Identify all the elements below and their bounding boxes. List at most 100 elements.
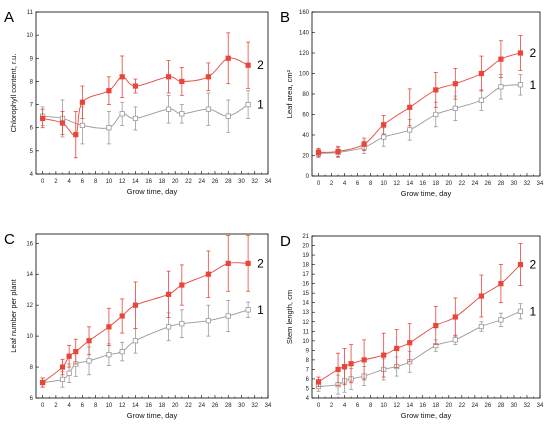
y-tick-label: 17	[302, 272, 309, 278]
x-tick-label: 4	[343, 403, 347, 409]
panel-letter: D	[280, 233, 291, 250]
data-point	[106, 324, 112, 330]
data-point	[478, 97, 484, 103]
series-1: 1	[315, 303, 536, 395]
series-1: 1	[40, 300, 264, 388]
x-tick-label: 6	[356, 181, 360, 187]
data-point	[433, 87, 439, 93]
y-tick-label: 5	[30, 149, 34, 155]
x-tick-label: 34	[537, 181, 544, 187]
y-tick-label: 12	[302, 320, 309, 326]
x-tick-label: 14	[132, 179, 139, 185]
x-tick-label: 32	[524, 403, 531, 409]
x-axis-title: Grow time, day	[401, 411, 452, 420]
data-point	[165, 291, 172, 297]
x-tick-label: 16	[145, 179, 152, 185]
y-tick-label: 20	[302, 244, 309, 250]
series-label: 1	[257, 303, 264, 317]
data-point	[245, 62, 251, 68]
data-point	[517, 50, 524, 56]
x-tick-label: 24	[472, 403, 479, 409]
data-point	[40, 379, 46, 386]
x-tick-label: 26	[485, 403, 492, 409]
x-tick-label: 32	[524, 181, 531, 187]
series-1: 1	[315, 74, 536, 158]
x-tick-label: 30	[511, 181, 518, 187]
x-tick-label: 16	[145, 403, 152, 409]
y-axis-title: Leaf number per plant	[9, 278, 18, 352]
x-tick-label: 14	[406, 181, 413, 187]
x-tick-label: 26	[212, 179, 219, 185]
y-tick-label: 6	[306, 377, 310, 383]
series-2: 2	[40, 32, 264, 159]
y-tick-label: 19	[302, 253, 309, 259]
y-tick-label: 20	[302, 154, 309, 160]
x-axis-title: Grow time, day	[401, 189, 452, 198]
x-tick-label: 20	[445, 181, 452, 187]
y-tick-label: 10	[302, 339, 309, 345]
data-point	[79, 99, 85, 105]
y-tick-label: 100	[299, 72, 310, 78]
y-axis-title: Stem length, cm	[285, 290, 294, 344]
y-tick-label: 14	[302, 301, 309, 307]
data-point	[341, 363, 348, 370]
data-point	[119, 74, 125, 80]
y-tick-label: 16	[26, 241, 33, 247]
chart-panel-a: 0 2 4 6 8 10 12 14 16 18 20 22 24 26 28 30 32 34456789101…	[4, 9, 272, 196]
x-tick-label: 4	[343, 181, 347, 187]
y-tick-label: 11	[303, 329, 310, 335]
data-point	[245, 260, 251, 266]
x-tick-label: 30	[238, 403, 245, 409]
data-point	[165, 324, 172, 330]
y-tick-label: 40	[302, 133, 309, 139]
y-tick-label: 0	[306, 174, 310, 180]
x-tick-label: 10	[106, 403, 113, 409]
data-point	[106, 88, 112, 94]
data-point	[381, 134, 387, 140]
data-point	[433, 111, 439, 118]
data-point	[407, 340, 413, 346]
chart-panel-d: 0 2 4 6 8 10 12 14 16 18 20 22 24 26 28 30 32 34456789101…	[280, 233, 544, 420]
data-point	[498, 281, 504, 287]
data-point	[335, 366, 341, 373]
data-point	[225, 313, 231, 319]
x-tick-label: 28	[225, 179, 232, 185]
data-point	[40, 115, 46, 122]
plot-frame	[35, 11, 269, 175]
series-2: 2	[315, 35, 536, 157]
chart-panel-b: 0 2 4 6 8 10 12 14 16 18 20 22 24 26 28 30 32 34020406080…	[280, 9, 544, 198]
x-tick-label: 22	[185, 179, 192, 185]
data-point	[381, 352, 387, 358]
x-tick-label: 22	[458, 403, 465, 409]
data-point	[205, 106, 211, 112]
panel-letter: A	[4, 9, 14, 26]
data-point	[132, 302, 139, 308]
data-point	[452, 314, 458, 320]
x-tick-label: 4	[67, 179, 71, 185]
chart-panel-c: 0 2 4 6 8 10 12 14 16 18 20 22 24 26 28 30 32 34681012141…	[4, 231, 272, 420]
y-axis-title: Chlorophyll content, r.u.	[9, 54, 18, 133]
data-point	[106, 125, 112, 131]
data-point	[361, 141, 367, 147]
x-tick-label: 18	[432, 403, 439, 409]
data-point	[361, 357, 367, 363]
data-point	[498, 56, 504, 62]
x-axis-title: Grow time, day	[127, 187, 178, 196]
x-tick-label: 30	[238, 179, 245, 185]
data-point	[179, 321, 185, 327]
y-tick-label: 140	[299, 31, 310, 37]
y-tick-label: 13	[302, 310, 309, 316]
x-tick-label: 16	[419, 403, 426, 409]
x-tick-label: 20	[172, 179, 179, 185]
data-point	[165, 106, 172, 112]
x-tick-label: 32	[251, 403, 258, 409]
data-point	[381, 122, 387, 128]
data-point	[452, 105, 458, 111]
data-point	[165, 74, 172, 80]
x-tick-label: 34	[537, 403, 544, 409]
x-tick-label: 20	[445, 403, 452, 409]
x-tick-label: 18	[159, 403, 166, 409]
y-tick-label: 9	[30, 56, 34, 62]
data-point	[132, 338, 139, 344]
